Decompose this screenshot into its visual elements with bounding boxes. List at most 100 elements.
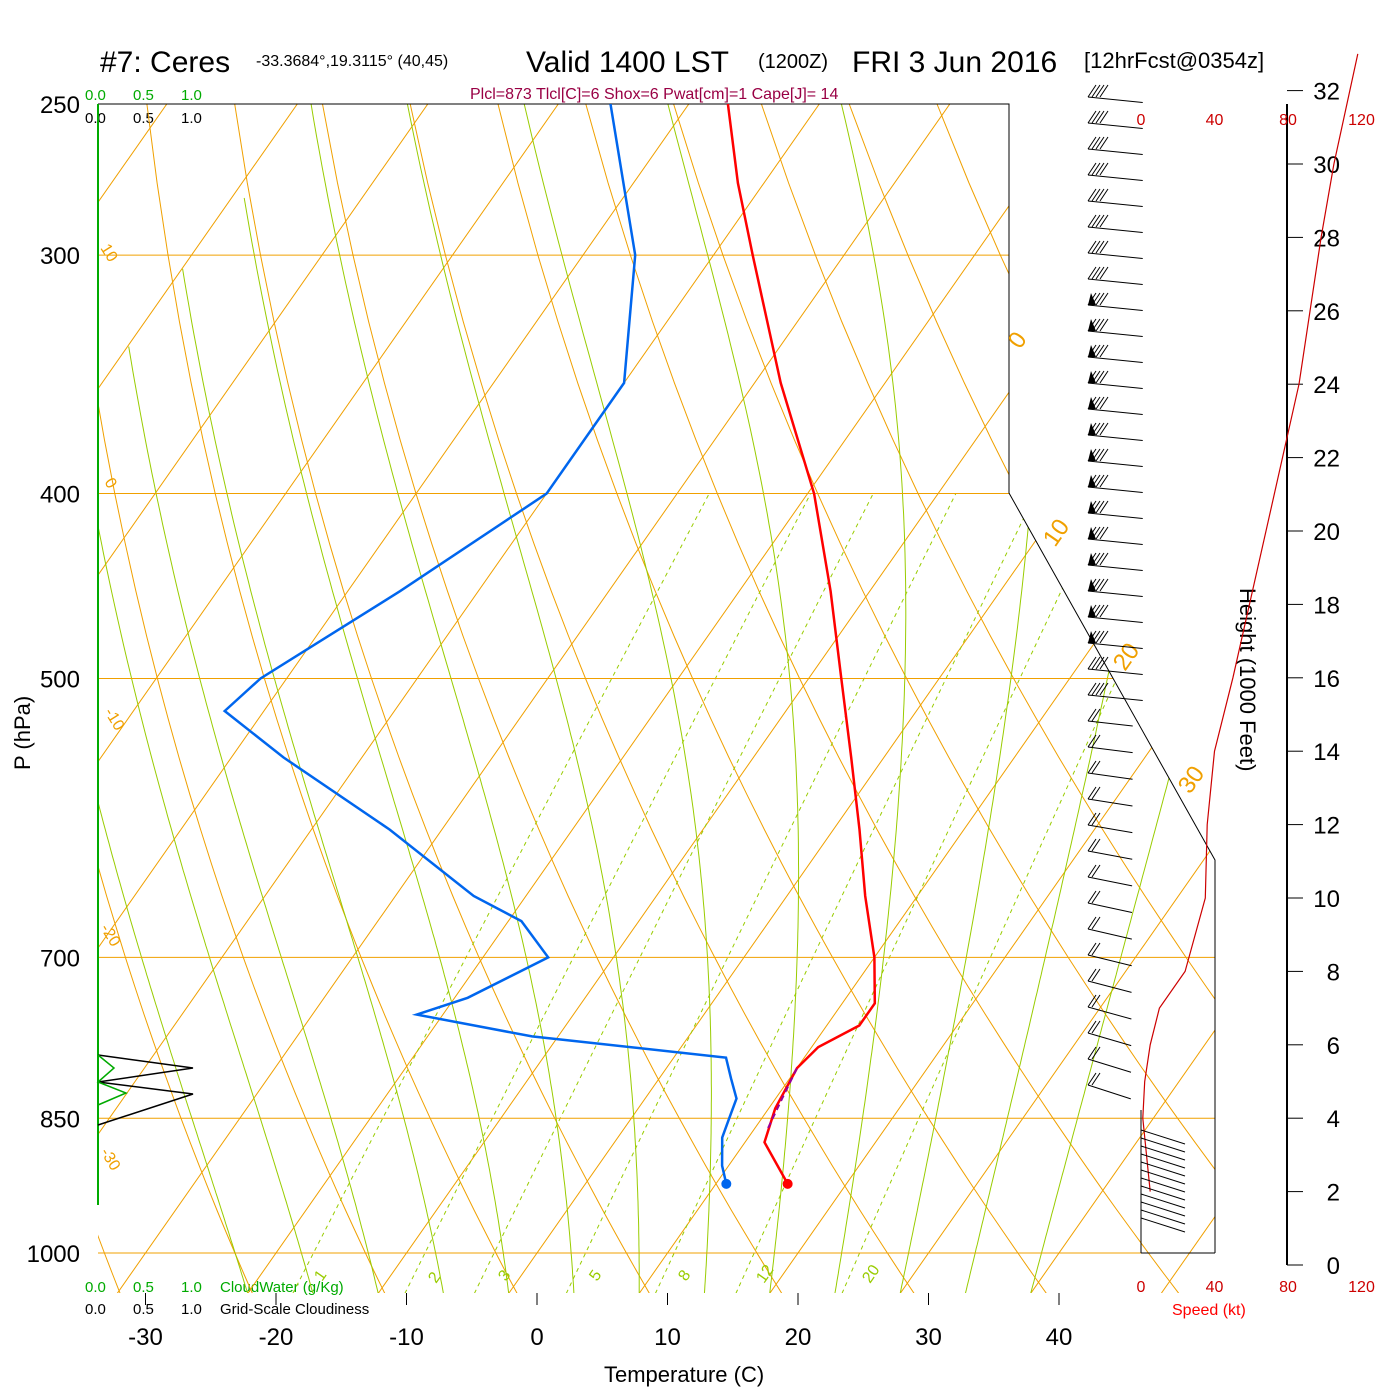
wind-barb-feather <box>1087 1046 1097 1060</box>
mixing-ratio-line <box>654 493 1037 1293</box>
wind-barb-flag <box>1088 631 1096 643</box>
wind-barb <box>1087 668 1143 675</box>
isotherm-labels-left: 10 0 -10 -20 -30 <box>97 241 128 1174</box>
mixing-ratio-label-12: 12 <box>753 1262 777 1286</box>
dewpoint-curve <box>222 104 738 1185</box>
mixing-ratio-label-5: 5 <box>586 1267 605 1284</box>
isotherm-line <box>769 104 1215 1293</box>
wind-barb <box>1087 96 1143 103</box>
cloud-water-scale-bottom-2: 1.0 <box>181 1279 202 1296</box>
temperature-tick-label: 20 <box>785 1324 812 1351</box>
wind-barb-feather <box>1091 942 1101 956</box>
wind-barb-flag <box>1088 579 1096 591</box>
wind-barb-feather <box>1087 838 1097 852</box>
wind-barb <box>1087 382 1143 389</box>
wind-barb-feather <box>1099 526 1109 540</box>
wind-barb-feather <box>1087 942 1097 956</box>
wind-barb-feather <box>1095 526 1105 540</box>
wind-barb <box>1087 122 1143 129</box>
wind-barb <box>1087 330 1143 337</box>
wind-barb <box>1087 824 1133 834</box>
wind-barb-flag <box>1088 345 1096 357</box>
wind-barb-feather <box>1087 84 1097 98</box>
cloudiness-scale-1: 0.5 <box>133 110 154 127</box>
wind-barb-feather <box>1099 188 1109 202</box>
mixing-ratio-label-8: 8 <box>675 1267 694 1284</box>
moist-adiabat <box>310 104 575 1293</box>
pressure-tick-label: 400 <box>40 482 80 509</box>
cloud-water-scale-1: 0.5 <box>133 87 154 104</box>
height-tick-label: 26 <box>1313 299 1340 326</box>
wind-barb-feather <box>1087 1072 1097 1086</box>
wind-barb-feather <box>1095 214 1105 228</box>
wind-barb-feather <box>1091 136 1101 150</box>
wind-barb-flag <box>1088 397 1096 409</box>
wind-barb <box>1087 1006 1132 1020</box>
moist-adiabat <box>964 104 1211 1293</box>
isotherm-line <box>0 0 35 1293</box>
wind-barb-feather <box>1095 240 1105 254</box>
wind-barb-feather <box>1087 864 1097 878</box>
wind-barb-flag <box>1088 605 1096 617</box>
cloud-water-scale-0: 0.0 <box>85 87 106 104</box>
isotherm-line <box>638 104 1215 1293</box>
dry-adiabat <box>129 104 518 1293</box>
pressure-tick-label: 300 <box>40 243 80 270</box>
wind-barb-flag <box>1088 319 1096 331</box>
wind-barb-feather <box>1087 812 1097 826</box>
dry-adiabat <box>376 104 915 1293</box>
wind-barb-feather <box>1087 110 1097 124</box>
speed-tick-label-bottom: 120 <box>1348 1279 1375 1296</box>
utc-time: (1200Z) <box>758 51 828 73</box>
dry-adiabat <box>98 104 253 1293</box>
isotherm-label-10: 10 <box>97 241 121 265</box>
wind-barb <box>1087 1058 1132 1073</box>
wind-barb-feather <box>1087 266 1097 280</box>
wind-barb-feather <box>1091 656 1101 670</box>
wind-barb-feather <box>1091 786 1101 800</box>
wind-barb-flag <box>1088 371 1096 383</box>
isotherm-right-label-0: 0 <box>1003 327 1033 353</box>
wind-barb-feather <box>1099 396 1109 410</box>
wind-barb-feather <box>1087 890 1097 904</box>
isotherm-line <box>508 104 1215 1293</box>
sounding-curves <box>222 104 877 1189</box>
isotherm-line <box>116 104 1080 1293</box>
isotherm-label-minus30: -30 <box>97 1145 124 1174</box>
wind-barb <box>1087 434 1143 441</box>
dry-adiabat <box>211 104 650 1293</box>
height-tick-label: 12 <box>1313 813 1340 840</box>
speed-tick-label-bottom: 0 <box>1137 1279 1146 1296</box>
wind-barb-feather <box>1091 266 1101 280</box>
wind-barb-feather <box>1091 994 1101 1008</box>
wind-barb-feather <box>1091 1072 1101 1086</box>
cloudiness-scale-2: 1.0 <box>181 110 202 127</box>
wind-barb-feather <box>1095 422 1105 436</box>
temperature-tick-label: 10 <box>654 1324 681 1351</box>
station-coords: -33.3684°,19.3115° (40,45) <box>256 53 448 70</box>
isotherm-line <box>98 104 167 1293</box>
dry-adiabat <box>1283 0 1400 1293</box>
wind-barb-feather <box>1087 682 1097 696</box>
wind-barb <box>1087 850 1133 860</box>
wind-barb-feather <box>1095 266 1105 280</box>
wind-barb-feather <box>1099 240 1109 254</box>
wind-barb <box>1087 694 1143 701</box>
moist-adiabat <box>795 104 907 1293</box>
speed-tick-label-bottom: 80 <box>1279 1279 1297 1296</box>
wind-barb-feather <box>1091 682 1101 696</box>
wind-barb-feather <box>1087 994 1097 1008</box>
wind-barb-feather <box>1095 604 1105 618</box>
dry-adiabat <box>952 104 1215 1293</box>
isotherm-line <box>98 104 297 1293</box>
wind-barb-low <box>1140 1153 1186 1169</box>
mixing-ratio-line <box>565 493 957 1293</box>
wind-barb <box>1087 356 1143 363</box>
wind-barb-feather <box>1099 292 1109 306</box>
dry-adiabat <box>541 104 1180 1293</box>
wind-barb-feather <box>1099 474 1109 488</box>
dry-adiabat <box>294 104 783 1293</box>
wind-barb-feather <box>1099 422 1109 436</box>
pressure-tick-label: 1000 <box>27 1241 80 1268</box>
moist-adiabat <box>384 104 640 1293</box>
